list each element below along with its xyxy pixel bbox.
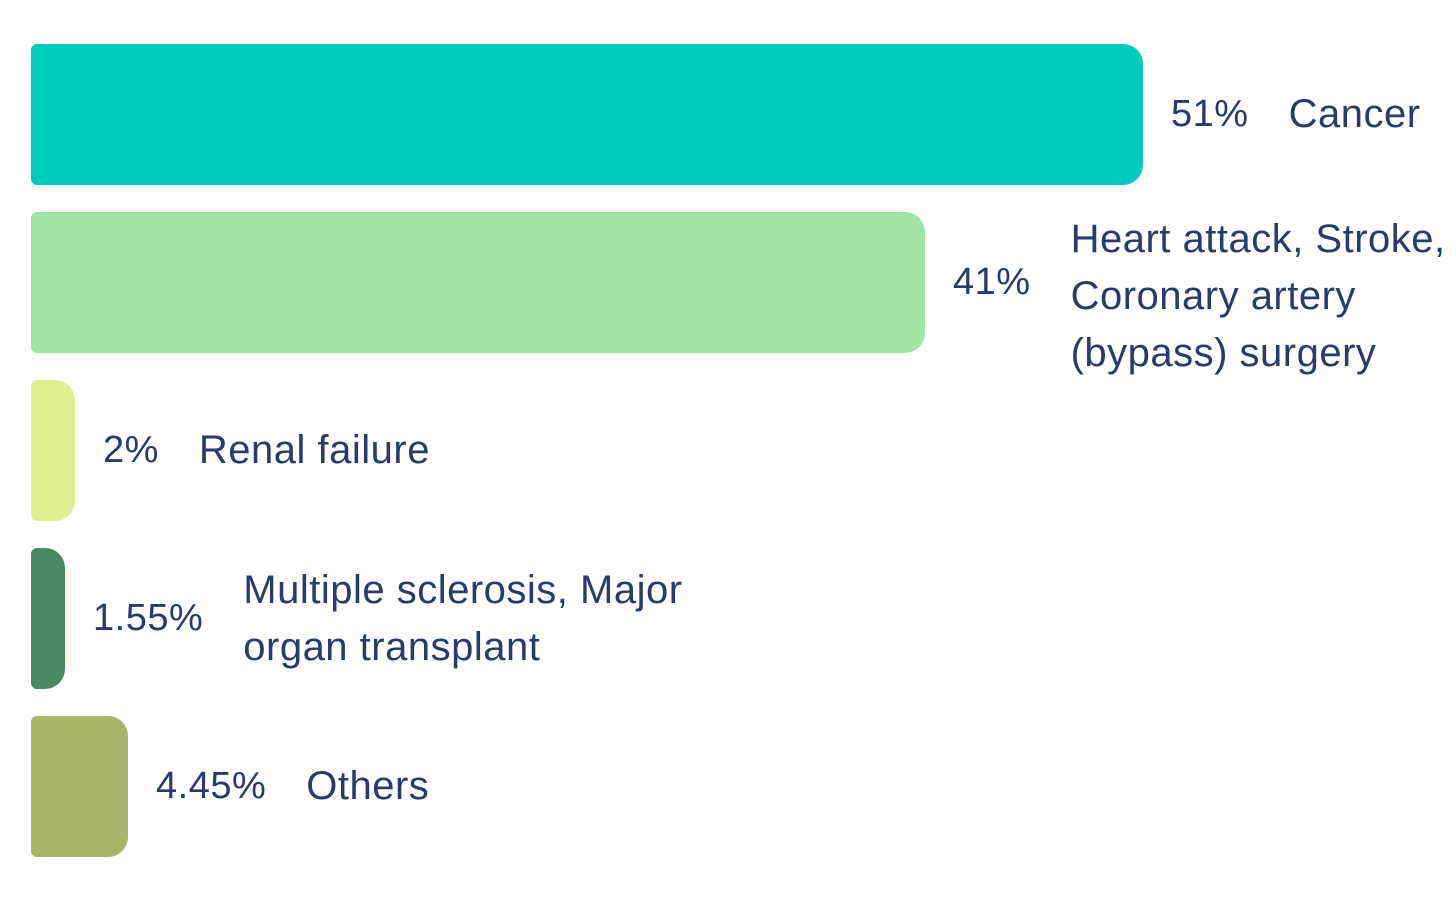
- category-label: Multiple sclerosis, Major organ transpla…: [243, 567, 683, 669]
- value-label: 51%: [1171, 93, 1249, 135]
- category-label: Others: [306, 764, 430, 808]
- chart-row-renal-failure: 2% Renal failure: [31, 380, 1456, 521]
- bar-multiple-sclerosis-transplant: [31, 548, 65, 689]
- bar-heart-attack-stroke: [31, 212, 925, 353]
- chart-row-cancer: 51% Cancer: [31, 44, 1456, 185]
- bar-renal-failure: [31, 380, 75, 521]
- chart-row-multiple-sclerosis-transplant: 1.55% Multiple sclerosis, Major organ tr…: [31, 548, 1456, 689]
- bar-cancer: [31, 44, 1143, 185]
- value-label: 2%: [103, 429, 159, 471]
- value-label: 4.45%: [156, 765, 267, 807]
- category-label: Cancer: [1288, 92, 1421, 136]
- value-label: 41%: [953, 261, 1031, 303]
- value-label: 1.55%: [93, 597, 204, 639]
- chart-row-heart-attack-stroke: 41% Heart attack, Stroke, Coronary arter…: [31, 212, 1456, 375]
- chart-row-others: 4.45% Others: [31, 716, 1456, 857]
- category-label: Heart attack, Stroke, Coronary artery (b…: [1070, 217, 1446, 375]
- bar-others: [31, 716, 128, 857]
- category-label: Renal failure: [198, 428, 430, 472]
